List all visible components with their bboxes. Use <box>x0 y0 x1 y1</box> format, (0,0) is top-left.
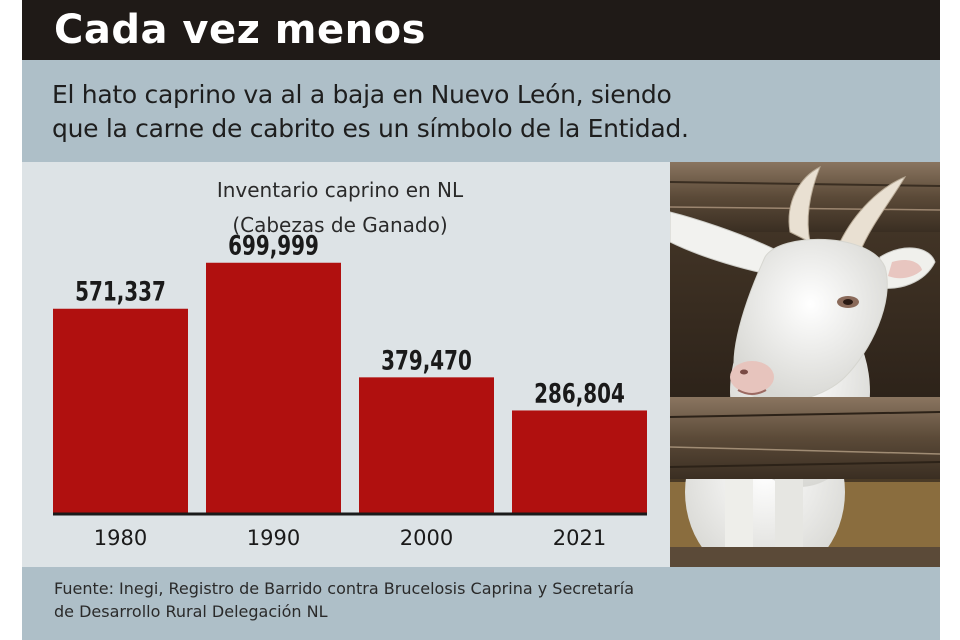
bar-chart: Inventario caprino en NL (Cabezas de Gana… <box>53 178 647 550</box>
chart-subtitle: (Cabezas de Ganado) <box>232 213 447 237</box>
page-title: Cada vez menos <box>54 7 426 53</box>
source-line-2: de Desarrollo Rural Delegación NL <box>54 602 328 621</box>
chart-title: Inventario caprino en NL <box>217 178 464 202</box>
subtitle-line-1: El hato caprino va al a baja en Nuevo Le… <box>52 80 672 109</box>
x-tick-label-2021: 2021 <box>553 526 606 550</box>
goat-illustration <box>670 162 940 567</box>
x-tick-label-1980: 1980 <box>94 526 147 550</box>
bar-2021 <box>512 410 647 513</box>
x-tick-label-2000: 2000 <box>400 526 453 550</box>
subtitle-box: El hato caprino va al a baja en Nuevo Le… <box>22 60 940 162</box>
bar-1990 <box>206 262 341 513</box>
chart-panel: Inventario caprino en NL (Cabezas de Gana… <box>22 162 670 567</box>
x-tick-label-1990: 1990 <box>247 526 300 550</box>
source-footer: Fuente: Inegi, Registro de Barrido contr… <box>22 567 940 640</box>
title-bar: Cada vez menos <box>22 0 940 60</box>
data-label-1980: 571,337 <box>75 276 166 308</box>
bar-2000 <box>359 377 494 513</box>
data-label-1990: 699,999 <box>228 230 319 262</box>
bar-1980 <box>53 308 188 513</box>
data-label-2021: 286,804 <box>534 377 625 409</box>
goat-photo <box>670 162 940 567</box>
source-line-1: Fuente: Inegi, Registro de Barrido contr… <box>54 579 635 598</box>
data-label-2000: 379,470 <box>381 344 472 376</box>
subtitle-line-2: que la carne de cabrito es un símbolo de… <box>52 114 689 143</box>
